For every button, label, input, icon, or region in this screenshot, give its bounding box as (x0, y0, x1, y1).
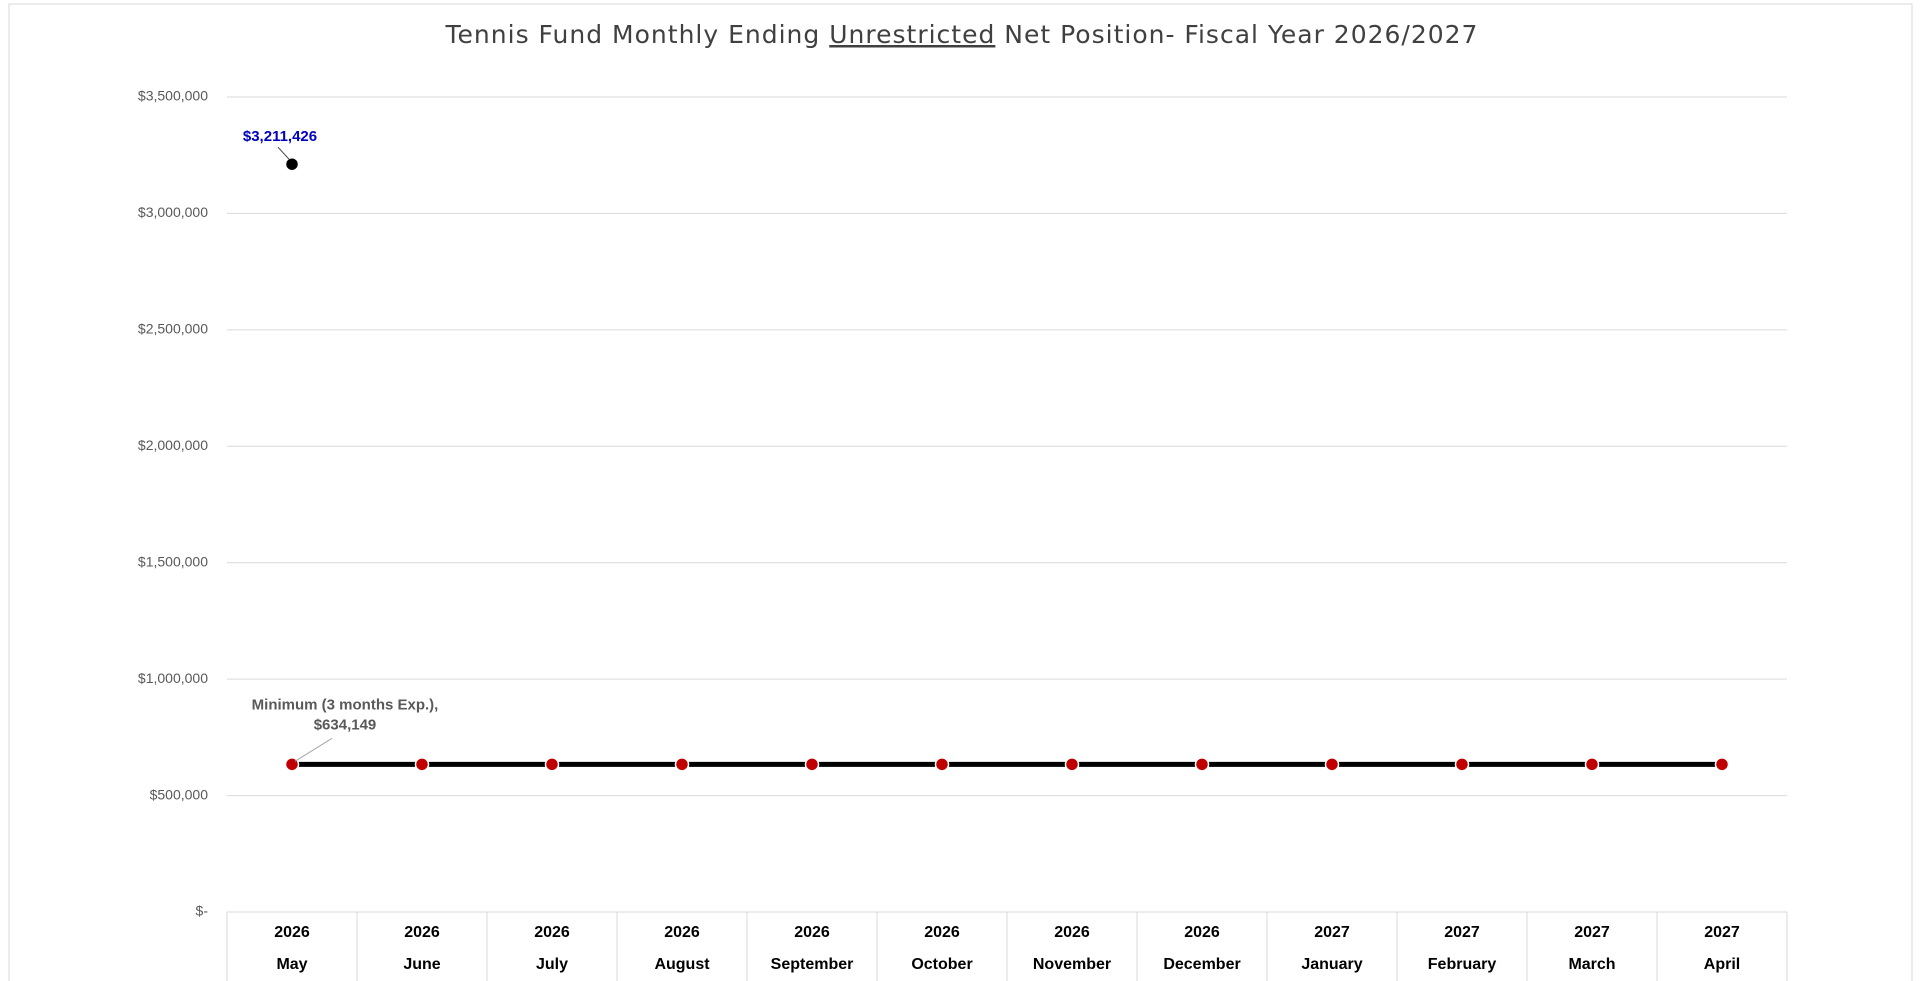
data-label-line: $634,149 (314, 716, 377, 733)
x-tick-group-label: 2027 (1574, 924, 1610, 941)
x-tick-label: April (1704, 956, 1740, 973)
title-part: Net Position- Fiscal Year 2026/2027 (995, 20, 1478, 49)
x-tick-group-label: 2026 (1054, 924, 1090, 941)
x-tick-label: January (1301, 956, 1362, 973)
y-tick-label: $3,500,000 (138, 88, 208, 104)
x-tick-label: June (403, 956, 440, 973)
x-tick-group-label: 2026 (274, 924, 310, 941)
x-tick-group-label: 2026 (794, 924, 830, 941)
x-tick-label: September (771, 956, 854, 973)
x-tick-label: July (536, 956, 568, 973)
chart-frame (8, 3, 1913, 981)
x-tick-group-label: 2026 (534, 924, 570, 941)
x-tick-group-label: 2026 (664, 924, 700, 941)
y-tick-label: $500,000 (150, 786, 209, 802)
data-label: Minimum (3 months Exp.), $634,149 (252, 696, 439, 733)
chart-title: Tennis Fund Monthly Ending Unrestricted … (445, 20, 1479, 49)
x-tick-label: December (1163, 956, 1240, 973)
marker (284, 156, 300, 172)
x-tick-label: November (1033, 956, 1111, 973)
marker (1584, 757, 1600, 772)
x-tick-group-label: 2026 (1184, 924, 1220, 941)
x-tick-group-label: 2026 (924, 924, 960, 941)
y-tick-label: $2,500,000 (138, 321, 208, 337)
y-tick-label: $1,500,000 (138, 553, 208, 569)
x-tick-label: October (911, 956, 972, 973)
x-tick-group-label: 2027 (1444, 924, 1480, 941)
leader-line (294, 737, 333, 762)
x-tick-group-label: 2026 (404, 924, 440, 941)
marker (934, 757, 950, 772)
leader-line (277, 146, 290, 160)
y-tick-label: $- (196, 903, 209, 919)
marker (1194, 757, 1210, 772)
data-label-line: Minimum (3 months Exp.), (252, 696, 439, 713)
marker (674, 757, 690, 772)
marker (1714, 757, 1730, 772)
marker (1324, 757, 1340, 772)
x-tick-label: February (1428, 956, 1497, 973)
marker (544, 757, 560, 772)
title-part: Tennis Fund Monthly Ending (445, 20, 830, 49)
x-tick-group-label: 2027 (1704, 924, 1740, 941)
x-tick-label: August (654, 956, 710, 973)
data-label: $3,211,426 (243, 128, 317, 145)
x-tick-group-label: 2027 (1314, 924, 1350, 941)
title-underlined: Unrestricted (829, 20, 995, 49)
marker (1454, 757, 1470, 772)
x-tick-label: May (276, 956, 307, 973)
x-tick-label: March (1568, 956, 1615, 973)
y-tick-label: $1,000,000 (138, 670, 208, 686)
marker (1064, 757, 1080, 772)
y-tick-label: $3,000,000 (138, 204, 208, 220)
y-tick-label: $2,000,000 (138, 437, 208, 453)
marker (804, 757, 820, 772)
marker (414, 757, 430, 772)
